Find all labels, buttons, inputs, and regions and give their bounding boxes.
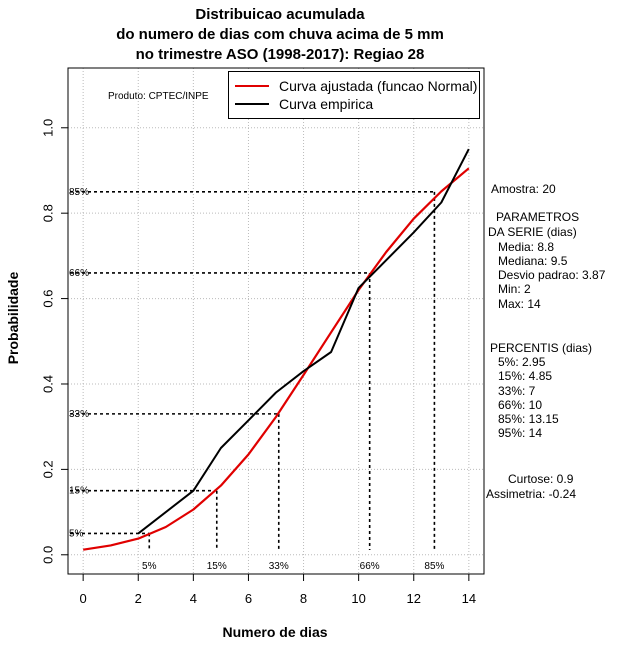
x-tick-label: 10 — [351, 591, 365, 606]
stat-p85: 85%: 13.15 — [498, 412, 559, 426]
legend-swatch-fitted — [235, 85, 269, 87]
y-tick-label: 0.6 — [40, 290, 55, 308]
stat-desvio: Desvio padrao: 3.87 — [498, 268, 606, 282]
x-tick-label: 4 — [190, 591, 197, 606]
stat-p95: 95%: 14 — [498, 426, 543, 440]
percentile-days-label: 33% — [269, 561, 289, 572]
plot-frame — [67, 67, 485, 575]
params-title-1: PARAMETROS — [496, 210, 580, 224]
fitted-curve — [83, 167, 470, 551]
y-tick-label: 0.4 — [40, 375, 55, 393]
percentile-days-label: 15% — [207, 561, 227, 572]
x-tick-label: 8 — [300, 591, 307, 606]
empirical-curve — [137, 148, 470, 535]
stat-sample: Amostra: 20 — [491, 182, 556, 196]
stat-mediana: Mediana: 9.5 — [498, 254, 568, 268]
percentile-days-label: 85% — [424, 561, 444, 572]
legend-item-fitted: Curva ajustada (funcao Normal) — [235, 77, 477, 95]
y-tick-label: 0.0 — [40, 546, 55, 564]
producer-label: Produto: CPTEC/INPE — [108, 91, 209, 102]
percentile-level-label: 33% — [69, 409, 89, 420]
percentile-level-label: 15% — [69, 486, 89, 497]
stat-p66: 66%: 10 — [498, 398, 543, 412]
y-tick-label: 0.2 — [40, 460, 55, 478]
chart-title-line1: Distribuicao acumulada — [195, 6, 365, 23]
stat-max: Max: 14 — [498, 297, 541, 311]
legend-label-empirical: Curva empirica — [279, 96, 374, 112]
percentis-title: PERCENTIS (dias) — [490, 341, 593, 355]
legend-label-fitted: Curva ajustada (funcao Normal) — [279, 78, 478, 94]
chart-title-line3: no trimestre ASO (1998-2017): Regiao 28 — [135, 46, 425, 63]
percentile-days-label: 5% — [142, 561, 157, 572]
x-tick-label: 6 — [245, 591, 252, 606]
y-axis-label: Probabilidade — [5, 271, 21, 365]
y-tick-label: 1.0 — [40, 119, 55, 137]
chart-legend: Curva ajustada (funcao Normal) Curva emp… — [228, 71, 480, 119]
x-tick-label: 0 — [80, 591, 87, 606]
percentile-level-label: 66% — [69, 268, 89, 279]
stat-min: Min: 2 — [498, 282, 531, 296]
stat-assimetria: Assimetria: -0.24 — [486, 487, 577, 501]
percentile-days-label: 66% — [360, 561, 380, 572]
stat-p33: 33%: 7 — [498, 384, 536, 398]
y-tick-label: 0.8 — [40, 204, 55, 222]
x-axis-label: Numero de dias — [222, 624, 328, 640]
legend-swatch-empirical — [235, 103, 269, 105]
legend-item-empirical: Curva empirica — [235, 95, 373, 113]
chart-title-line2: do numero de dias com chuva acima de 5 m… — [116, 26, 444, 43]
x-tick-label: 14 — [462, 591, 476, 606]
stat-media: Media: 8.8 — [498, 240, 555, 254]
stat-curtose: Curtose: 0.9 — [508, 472, 574, 486]
params-title-2: DA SERIE (dias) — [488, 225, 577, 239]
stat-p5: 5%: 2.95 — [498, 355, 546, 369]
percentile-level-label: 85% — [69, 187, 89, 198]
x-tick-label: 2 — [135, 591, 142, 606]
percentile-level-label: 5% — [69, 528, 84, 539]
stat-p15: 15%: 4.85 — [498, 369, 553, 383]
x-tick-label: 12 — [407, 591, 421, 606]
